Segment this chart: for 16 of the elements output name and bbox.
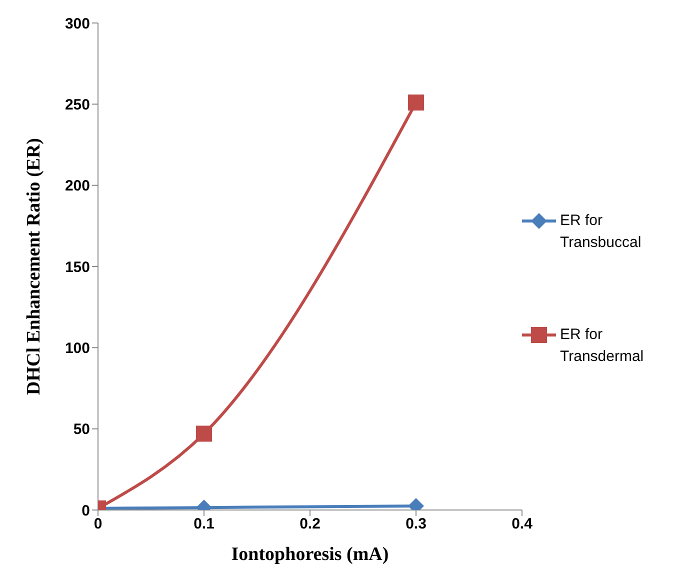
y-tick-label: 300 (64, 15, 90, 32)
x-axis-title: Iontophoresis (mA) (231, 544, 389, 565)
y-tick-label: 0 (82, 502, 90, 520)
x-tick-label: 0.4 (512, 516, 534, 533)
x-tick-label: 0.2 (300, 516, 320, 533)
x-tick-label: 0.3 (406, 516, 426, 533)
y-tick-label: 100 (64, 340, 90, 357)
legend-label: ER for Transbuccal (560, 211, 642, 253)
legend-label: ER for Transdermal (560, 325, 645, 367)
y-axis-title: DHCl Enhancement Ratio (ER) (24, 138, 45, 396)
x-tick-label: 0 (94, 516, 102, 533)
y-tick-label: 50 (73, 421, 90, 438)
y-tick-label: 200 (64, 178, 90, 195)
y-tick-label: 250 (64, 96, 90, 114)
x-tick-label: 0.1 (194, 516, 214, 533)
y-tick-label: 150 (64, 258, 90, 276)
